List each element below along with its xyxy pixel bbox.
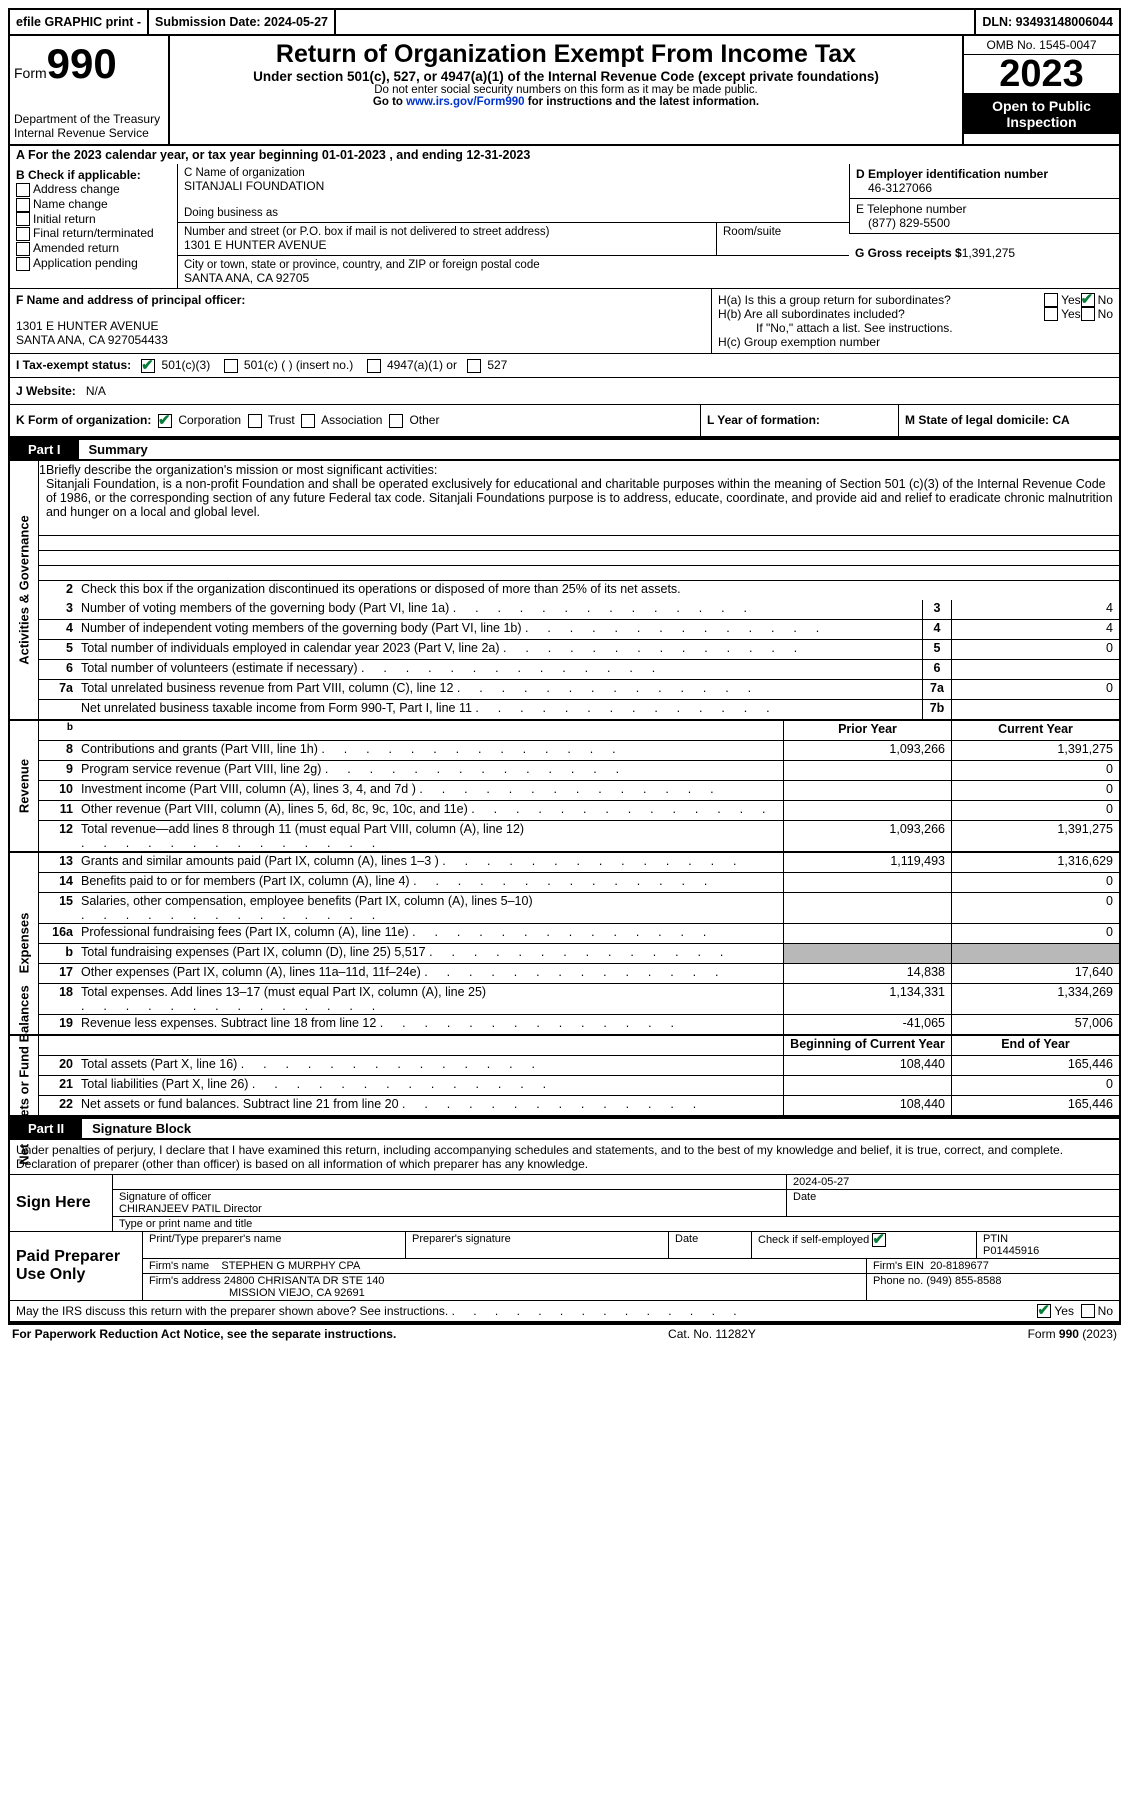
submission-date: Submission Date: 2024-05-27	[149, 10, 336, 34]
data-line: 14 Benefits paid to or for members (Part…	[39, 873, 1119, 893]
row-j: J Website: N/A	[8, 378, 1121, 405]
data-line: 15 Salaries, other compensation, employe…	[39, 893, 1119, 924]
row-k: K Form of organization: Corporation Trus…	[10, 405, 700, 436]
paid-preparer-row: Paid Preparer Use Only Print/Type prepar…	[10, 1232, 1119, 1301]
irs-link[interactable]: www.irs.gov/Form990	[406, 96, 524, 108]
row-l: L Year of formation:	[700, 405, 898, 436]
form-title-box: Return of Organization Exempt From Incom…	[170, 36, 962, 144]
footer: For Paperwork Reduction Act Notice, see …	[8, 1323, 1121, 1343]
row-a: A For the 2023 calendar year, or tax yea…	[8, 144, 1121, 164]
dln: DLN: 93493148006044	[976, 10, 1119, 34]
sign-here-row: Sign Here 2024-05-27 Signature of office…	[10, 1175, 1119, 1232]
top-bar: efile GRAPHIC print - Submission Date: 2…	[8, 8, 1121, 36]
col-c: C Name of organization SITANJALI FOUNDAT…	[178, 164, 849, 288]
checkbox-hb-no[interactable]	[1081, 307, 1095, 321]
checkbox-501c[interactable]	[224, 359, 238, 373]
checkbox-527[interactable]	[467, 359, 481, 373]
perjury-text: Under penalties of perjury, I declare th…	[10, 1140, 1119, 1175]
efile-label: efile GRAPHIC print -	[10, 10, 149, 34]
data-line: 22 Net assets or fund balances. Subtract…	[39, 1096, 1119, 1115]
section-bcd: B Check if applicable: Address change Na…	[8, 164, 1121, 289]
checkbox-assoc[interactable]	[301, 414, 315, 428]
row-m: M State of legal domicile: CA	[898, 405, 1119, 436]
row-i: I Tax-exempt status: 501(c)(3) 501(c) ( …	[8, 354, 1121, 378]
expenses-section: Expenses 13 Grants and similar amounts p…	[8, 853, 1121, 1036]
form-header: Form990 Department of the Treasury Inter…	[8, 36, 1121, 144]
part1-header: Part I Summary	[8, 438, 1121, 461]
mission-text: Sitanjali Foundation, is a non-profit Fo…	[46, 477, 1113, 519]
checkbox-4947[interactable]	[367, 359, 381, 373]
checkbox-initial[interactable]	[16, 212, 30, 226]
row-f: F Name and address of principal officer:…	[10, 289, 711, 353]
data-line: 11 Other revenue (Part VIII, column (A),…	[39, 801, 1119, 821]
checkbox-name-change[interactable]	[16, 198, 30, 212]
checkbox-self-emp[interactable]	[872, 1233, 886, 1247]
checkbox-other[interactable]	[389, 414, 403, 428]
gov-line: 6 Total number of volunteers (estimate i…	[39, 660, 1119, 680]
data-line: 10 Investment income (Part VIII, column …	[39, 781, 1119, 801]
data-line: 18 Total expenses. Add lines 13–17 (must…	[39, 984, 1119, 1015]
governance-label: Activities & Governance	[10, 461, 39, 719]
gov-line: 5 Total number of individuals employed i…	[39, 640, 1119, 660]
data-line: 21 Total liabilities (Part X, line 26) 0	[39, 1076, 1119, 1096]
data-line: 19 Revenue less expenses. Subtract line …	[39, 1015, 1119, 1034]
signature-block: Under penalties of perjury, I declare th…	[8, 1140, 1121, 1324]
goto-note: Go to www.irs.gov/Form990 for instructio…	[178, 96, 954, 108]
checkbox-ha-no[interactable]	[1081, 293, 1095, 307]
netassets-label: Net Assets or Fund Balances	[10, 1036, 39, 1115]
checkbox-ha-yes[interactable]	[1044, 293, 1058, 307]
form-number-box: Form990 Department of the Treasury Inter…	[10, 36, 170, 144]
data-line: 13 Grants and similar amounts paid (Part…	[39, 853, 1119, 873]
gov-line: 7a Total unrelated business revenue from…	[39, 680, 1119, 700]
form-subtitle: Under section 501(c), 527, or 4947(a)(1)…	[178, 69, 954, 84]
gov-line: Net unrelated business taxable income fr…	[39, 700, 1119, 719]
year-box: OMB No. 1545-0047 2023 Open to Public In…	[962, 36, 1119, 144]
form-title: Return of Organization Exempt From Incom…	[178, 40, 954, 69]
data-line: 9 Program service revenue (Part VIII, li…	[39, 761, 1119, 781]
gov-line: 4 Number of independent voting members o…	[39, 620, 1119, 640]
checkbox-trust[interactable]	[248, 414, 262, 428]
section-fh: F Name and address of principal officer:…	[8, 289, 1121, 354]
discuss-row: May the IRS discuss this return with the…	[10, 1301, 1119, 1322]
part2-header: Part II Signature Block	[8, 1117, 1121, 1140]
data-line: 16a Professional fundraising fees (Part …	[39, 924, 1119, 944]
checkbox-discuss-yes[interactable]	[1037, 1304, 1051, 1318]
tax-year: 2023	[964, 55, 1119, 94]
netassets-section: Net Assets or Fund Balances Beginning of…	[8, 1036, 1121, 1117]
checkbox-pending[interactable]	[16, 257, 30, 271]
ssn-note: Do not enter social security numbers on …	[178, 84, 954, 96]
checkbox-addr-change[interactable]	[16, 183, 30, 197]
data-line: 12 Total revenue—add lines 8 through 11 …	[39, 821, 1119, 851]
inspection-label: Open to Public Inspection	[964, 94, 1119, 134]
row-h: H(a) Is this a group return for subordin…	[711, 289, 1119, 353]
col-d: D Employer identification number 46-3127…	[849, 164, 1119, 288]
row-klm: K Form of organization: Corporation Trus…	[8, 405, 1121, 438]
checkbox-final[interactable]	[16, 227, 30, 241]
dept-label: Department of the Treasury Internal Reve…	[14, 112, 164, 140]
gov-line: 3 Number of voting members of the govern…	[39, 600, 1119, 620]
checkbox-501c3[interactable]	[141, 359, 155, 373]
spacer	[336, 10, 976, 34]
data-line: b Total fundraising expenses (Part IX, c…	[39, 944, 1119, 964]
checkbox-amended[interactable]	[16, 242, 30, 256]
data-line: 8 Contributions and grants (Part VIII, l…	[39, 741, 1119, 761]
data-line: 20 Total assets (Part X, line 16) 108,44…	[39, 1056, 1119, 1076]
revenue-section: Revenue b Prior Year Current Year 8 Cont…	[8, 721, 1121, 853]
revenue-label: Revenue	[10, 721, 39, 851]
col-b: B Check if applicable: Address change Na…	[10, 164, 178, 288]
checkbox-corp[interactable]	[158, 414, 172, 428]
checkbox-discuss-no[interactable]	[1081, 1304, 1095, 1318]
checkbox-hb-yes[interactable]	[1044, 307, 1058, 321]
data-line: 17 Other expenses (Part IX, column (A), …	[39, 964, 1119, 984]
governance-section: Activities & Governance 1 Briefly descri…	[8, 461, 1121, 721]
